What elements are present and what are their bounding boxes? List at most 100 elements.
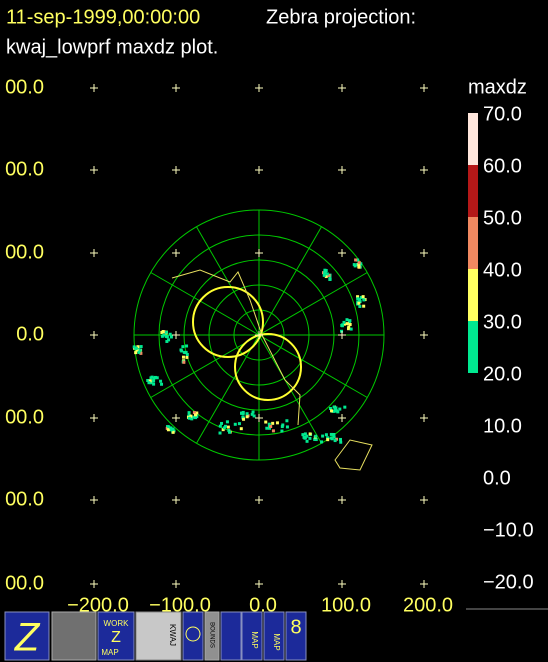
legend-label: 40.0 [483, 259, 522, 281]
echo-pixel [340, 324, 344, 328]
echo-pixel [139, 351, 143, 355]
echo-pixel [245, 415, 249, 419]
zebra-icon[interactable] [4, 611, 50, 661]
grid-plus [172, 166, 180, 174]
grid-plus [338, 580, 346, 588]
legend-label: 70.0 [483, 103, 522, 125]
echo-pixel [185, 352, 189, 356]
echo-pixel [224, 424, 228, 428]
echo-pixel [239, 427, 243, 431]
grid-plus [90, 249, 98, 257]
echo-pixel [308, 432, 312, 436]
grid-plus [255, 496, 263, 504]
grid-plus [255, 414, 263, 422]
echo-pixel [237, 422, 241, 426]
grid-plus [255, 580, 263, 588]
echo-pixel [159, 379, 163, 383]
satellite-icon[interactable] [51, 611, 97, 661]
usa-map-icon[interactable] [263, 611, 285, 661]
echo-pixel [328, 406, 332, 410]
echo-pixel [132, 345, 136, 349]
echo-pixel [187, 414, 191, 418]
axis-labels: 00.0 00.0 00.0 0.0 00.0 00.0 00.0 −200.0 −100.0 0… [5, 76, 453, 616]
echo-pixel [353, 264, 357, 268]
grid-plus [172, 84, 180, 92]
grid-plus [90, 580, 98, 588]
echo-pixel [148, 379, 152, 383]
work-map-icon[interactable] [97, 611, 135, 661]
echo-pixel [349, 327, 353, 331]
legend-label: −20.0 [483, 571, 534, 593]
globe-icon[interactable] [182, 611, 204, 661]
legend-label: 0.0 [483, 467, 511, 489]
echo-pixel [323, 270, 327, 274]
y-axis-label: 00.0 [5, 76, 44, 98]
grid-plus [420, 496, 428, 504]
echo-pixel [222, 426, 226, 430]
grid-plus [255, 331, 263, 339]
grid-plus [420, 249, 428, 257]
echo-pixel [285, 425, 289, 429]
radar-grid-icon[interactable] [135, 611, 182, 661]
map-icon[interactable] [241, 611, 263, 661]
echo-pixel [330, 437, 334, 441]
grid-plus [338, 166, 346, 174]
grid-plus [172, 249, 180, 257]
echoes [132, 258, 367, 444]
echo-pixel [271, 421, 275, 425]
echo-pixel [195, 411, 199, 415]
grid-plus [172, 580, 180, 588]
echo-pixel [328, 275, 332, 279]
legend-title: maxdz [468, 76, 527, 98]
echo-pixel [362, 298, 366, 302]
grid-icon[interactable] [220, 611, 242, 661]
grid-plus [90, 414, 98, 422]
echo-pixel [179, 348, 183, 352]
color-swatch [468, 269, 478, 321]
echo-pixel [359, 295, 363, 299]
coastline [192, 286, 302, 401]
grid-plus [255, 249, 263, 257]
legend-label: 20.0 [483, 363, 522, 385]
echo-pixel [169, 428, 173, 432]
echo-pixel [139, 345, 143, 349]
echo-pixel [169, 335, 173, 339]
echo-pixel [225, 420, 229, 424]
echo-pixel [233, 422, 237, 426]
subtitle: kwaj_lowprf maxdz plot. [6, 36, 218, 58]
icon-glyph: 8 [290, 616, 301, 638]
echo-pixel [138, 348, 142, 352]
grid-plus [255, 84, 263, 92]
echo-pixel [160, 382, 164, 386]
echo-pixel [281, 423, 285, 427]
x-axis-label: 0.0 [249, 594, 277, 616]
grid-plus [90, 496, 98, 504]
echo-pixel [218, 424, 222, 428]
echo-pixel [326, 436, 330, 440]
icon-label: Z [111, 629, 121, 646]
echo-pixel [303, 436, 307, 440]
icon-label: MAP [272, 633, 281, 650]
echo-pixel [192, 415, 196, 419]
echo-pixel [324, 275, 328, 279]
echo-pixel [323, 268, 327, 272]
echo-pixel [226, 425, 230, 429]
atoll [192, 286, 264, 358]
grid-plus [420, 414, 428, 422]
echo-pixel [241, 412, 245, 416]
echo-pixel [267, 422, 271, 426]
echo-pixel [185, 344, 189, 348]
x-axis-label: 100.0 [321, 594, 371, 616]
legend-label: −10.0 [483, 519, 534, 541]
echo-pixel [355, 258, 359, 262]
bounds-icon[interactable] [204, 611, 220, 661]
grid-plus [420, 84, 428, 92]
echo-pixel [151, 379, 155, 383]
echo-pixel [314, 434, 318, 438]
grid-plus [420, 331, 428, 339]
icon-label: KWAJ [168, 624, 177, 646]
echo-pixel [308, 436, 312, 440]
echo-pixel [168, 332, 172, 336]
overlay-icon[interactable] [285, 611, 307, 661]
